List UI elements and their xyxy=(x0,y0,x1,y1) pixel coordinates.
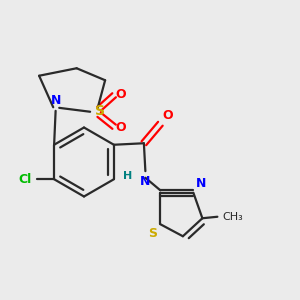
Text: N: N xyxy=(50,94,61,107)
Text: S: S xyxy=(94,104,105,118)
Text: N: N xyxy=(140,175,151,188)
Text: S: S xyxy=(148,226,158,240)
Text: O: O xyxy=(116,121,126,134)
Text: CH₃: CH₃ xyxy=(222,212,243,222)
Text: Cl: Cl xyxy=(18,173,32,186)
Text: H: H xyxy=(123,171,132,181)
Text: O: O xyxy=(116,88,126,101)
Text: O: O xyxy=(162,109,172,122)
Text: N: N xyxy=(196,177,206,190)
